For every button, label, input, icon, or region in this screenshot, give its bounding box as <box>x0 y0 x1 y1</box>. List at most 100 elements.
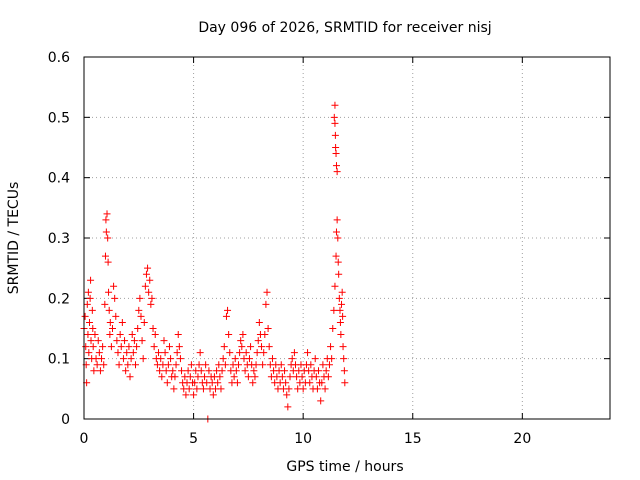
data-point <box>156 367 164 375</box>
data-point <box>201 373 209 381</box>
data-point <box>332 252 340 260</box>
data-point <box>157 355 165 363</box>
data-point <box>336 318 344 326</box>
data-point <box>83 300 91 308</box>
data-point <box>330 113 338 121</box>
data-point <box>149 325 157 332</box>
x-tick-label: 10 <box>294 431 312 447</box>
data-point <box>133 343 141 351</box>
data-point <box>145 288 153 296</box>
data-point <box>238 343 246 351</box>
data-point <box>298 373 306 381</box>
x-tick-label: 5 <box>189 431 198 447</box>
data-point <box>194 373 202 381</box>
data-point <box>87 337 95 345</box>
data-point <box>138 337 146 345</box>
data-point <box>283 391 291 399</box>
data-point <box>338 300 346 308</box>
data-point <box>196 349 204 357</box>
data-point <box>113 337 121 345</box>
data-point <box>163 379 171 387</box>
data-point <box>162 367 170 375</box>
data-point <box>312 373 320 381</box>
data-point <box>322 367 330 375</box>
data-point <box>263 288 271 296</box>
data-point <box>147 300 155 308</box>
axis-tick-labels: 0 5 10 15 20 0 0.1 0.2 0.3 0.4 0.5 0.6 <box>48 50 532 447</box>
data-point <box>333 168 341 176</box>
data-point <box>171 373 179 381</box>
data-point <box>104 258 112 266</box>
data-point <box>251 373 259 381</box>
data-point <box>150 343 158 351</box>
data-point <box>132 361 140 369</box>
data-point <box>101 300 109 308</box>
data-point <box>106 318 114 326</box>
data-point <box>126 373 134 381</box>
data-point <box>136 294 144 302</box>
data-point <box>299 385 307 393</box>
data-point <box>315 367 323 375</box>
data-point <box>328 355 336 363</box>
data-point <box>193 385 201 393</box>
data-point <box>106 331 114 339</box>
data-point <box>158 373 166 381</box>
data-point <box>252 361 260 369</box>
data-point <box>290 349 298 357</box>
data-point <box>116 331 124 339</box>
data-point <box>332 150 340 158</box>
data-point <box>108 325 116 332</box>
data-point <box>244 373 252 381</box>
data-point <box>325 361 333 369</box>
data-point <box>88 306 96 314</box>
data-point <box>146 276 154 284</box>
chart-title: Day 096 of 2026, SRMTID for receiver nis… <box>198 20 491 36</box>
data-point <box>249 379 257 387</box>
data-point <box>135 306 143 314</box>
data-point <box>245 355 253 363</box>
data-point <box>85 349 93 357</box>
data-point <box>99 343 107 351</box>
data-point <box>239 331 247 339</box>
data-point <box>241 367 249 375</box>
data-point <box>333 216 341 224</box>
data-point <box>95 349 103 357</box>
data-point <box>304 349 312 357</box>
data-point <box>190 391 198 399</box>
data-point <box>218 367 226 375</box>
data-point <box>104 234 112 242</box>
data-point <box>137 312 145 320</box>
data-point <box>329 325 337 332</box>
data-point <box>101 252 109 260</box>
data-point <box>306 379 314 387</box>
data-point <box>311 355 319 363</box>
data-point <box>176 355 184 363</box>
data-point <box>261 331 269 339</box>
y-tick-label: 0 <box>61 412 70 428</box>
data-point <box>117 343 125 351</box>
data-point <box>115 361 123 369</box>
data-point <box>214 379 222 387</box>
data-point <box>84 331 92 339</box>
data-point <box>93 361 101 369</box>
data-point <box>224 306 232 314</box>
data-point <box>86 294 94 302</box>
data-point <box>278 373 286 381</box>
data-point <box>282 379 290 387</box>
data-point <box>332 228 340 236</box>
data-point <box>321 385 329 393</box>
data-point <box>102 228 110 236</box>
data-point <box>215 361 223 369</box>
data-point <box>139 355 147 363</box>
data-point <box>288 355 296 363</box>
data-point <box>284 403 292 411</box>
data-point <box>102 216 110 224</box>
data-points <box>80 101 349 423</box>
data-point <box>277 361 285 369</box>
data-point <box>318 379 326 387</box>
data-point <box>98 355 106 363</box>
data-point <box>141 282 149 290</box>
data-point <box>165 343 173 351</box>
data-point <box>121 337 129 345</box>
grid-lines <box>84 57 610 419</box>
